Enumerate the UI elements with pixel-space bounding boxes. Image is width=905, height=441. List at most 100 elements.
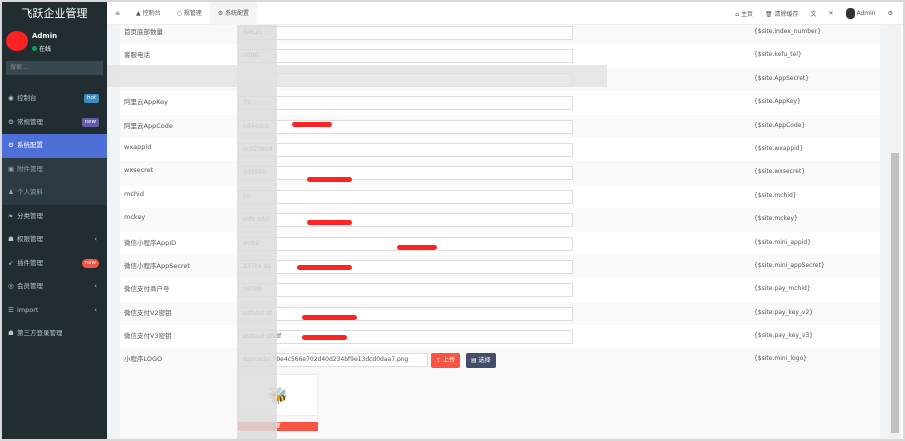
template-variable: {$site.pay_key_v2} [754,308,814,316]
template-variable: {$site.mckey} [754,215,798,223]
main-content: 首页底部数量 54620 {$site.index_number} 客服电话 0000 {… [107,25,889,439]
sidebar-item-4[interactable]: ♟ 个人资料 [2,181,107,205]
field-label: 微信支付V3密钥 [124,332,172,341]
template-variable: {$site.AppCode} [754,121,806,129]
template-variable: {$site.wxsecret} [754,168,806,176]
field-label: mchid [124,189,144,198]
chevron-left-icon: ‹ [94,235,97,243]
rocket-icon: ➶ [8,258,14,267]
menu-badge: hot [83,94,99,103]
field-label: 微信支付V2密钥 [124,308,172,317]
upload-button[interactable]: ⇪ 上传 [431,353,460,369]
field-label: 微信小程序AppSecret [124,261,190,270]
delete-image-button[interactable]: 🗑 [238,422,318,432]
tab-dashboard[interactable]: ▲ 控制台 [136,9,161,17]
user-panel: Admin 在线 [2,25,107,61]
field-input[interactable]: sdfs sdsf [238,213,573,228]
fullscreen-icon[interactable]: ✕ [828,9,834,17]
field-label: wxappid [124,142,152,151]
menu-toggle-button[interactable]: ≡ [115,9,121,17]
field-input[interactable]: 237c4 da [238,259,573,274]
sidebar-item-0[interactable]: ◉ 控制台 hot [2,87,107,111]
field-label: mckey [124,213,146,222]
sidebar-item-label: 附件管理 [17,164,43,173]
app-title: 飞跃企业管理 [2,2,107,25]
translate-icon[interactable]: 文 [810,10,817,18]
field-input[interactable]: bd44dcb [238,119,573,134]
config-row: mchid 10 {$site.mchid} [120,185,880,208]
user-circle-icon: ◎ [8,282,14,290]
avatar [6,31,28,51]
menu-badge: new [81,117,99,127]
user-status: 在线 [32,44,51,53]
sidebar-item-7[interactable]: ➶ 插件管理 new [2,252,107,276]
config-row: 微信支付V3密钥 asdasd dfsdf {$site.pay_key_v3} [120,325,880,348]
config-form: 首页底部数量 54620 {$site.index_number} 客服电话 0000 {… [120,25,880,439]
field-input[interactable]: sdfsdsf sf [238,306,573,321]
config-row-logo: 小程序LOGO /uploads/ 70e4c566e702d40d234bf9… [120,348,880,439]
config-row: 微信小程序AppIDwxb2{$site.mini_appid} [120,232,880,255]
clear-cache-button[interactable]: 🗑 清除缓存 [764,10,799,18]
sidebar-item-label: 会员管理 [17,282,43,290]
sidebar-item-10[interactable]: ☗ 第三方登录管理 [2,322,107,346]
config-row: wxappid cc0238b9 {$site.wxappid} [120,138,880,161]
list-icon: ☰ [8,305,14,314]
config-row: 阿里云AppCode bd44dcb {$site.AppCode} [120,114,880,138]
field-input[interactable]: 0000 [238,49,573,64]
gear-icon: ⚙ [8,141,14,149]
sidebar-item-6[interactable]: ☗ 权限管理 ‹ [2,228,107,252]
sidebar-item-5[interactable]: ❧ 分类管理 [2,205,107,229]
field-input[interactable]: 9d9940 [238,166,573,181]
tab-system-config[interactable]: ⚙ 系统配置 [209,1,258,25]
field-input[interactable]: asdasd dfsdf [238,330,573,345]
template-variable: {$site.pay_mchid} [754,285,811,293]
template-variable: {$site.mini_appid} [754,238,811,246]
field-input[interactable]: 10 [238,189,573,204]
config-row: 阿里云AppKey 79 {$site.AppKey} [120,91,880,114]
home-link[interactable]: ⌂ 主页 [735,10,753,18]
field-label: 阿里云AppKey [124,98,168,107]
sidebar-item-label: 控制台 [17,94,37,102]
sidebar-item-label: 个人资料 [17,188,43,196]
config-row: 首页底部数量 54620 {$site.index_number} [120,25,880,45]
tab-general[interactable]: ○ 规管理 [176,9,202,17]
menu-badge: new [81,258,99,268]
config-row: 微信支付商户号 16309 {$site.pay_mchid} [120,278,880,301]
sidebar-item-label: 第三方登录管理 [17,329,63,337]
user-name: Admin [32,32,58,40]
scrollbar-thumb[interactable] [891,153,899,433]
dashboard-icon: ◉ [8,94,14,102]
leaf-icon: ❧ [8,211,14,220]
field-input[interactable]: 54620 [238,26,573,40]
sidebar-item-9[interactable]: ☰ import ‹ [2,299,107,323]
settings-icon[interactable]: ⚙ [887,9,893,17]
sidebar-item-2[interactable]: ⚙ 系统配置 [2,134,107,158]
sidebar-item-8[interactable]: ◎ 会员管理 ‹ [2,275,107,299]
topbar: ≡ ▲ 控制台 ○ 规管理 ⚙ 系统配置 ⌂ 主页 🗑 清除缓存 文 ✕ Adm… [107,1,903,25]
choose-button[interactable]: ▤ 选择 [466,353,496,369]
scrollbar[interactable] [889,25,901,439]
template-variable: {$site.mini_logo} [754,355,807,363]
sidebar-search-input[interactable]: 搜索... [6,61,103,75]
field-label: 客服电话 [124,51,150,60]
group-icon: ☗ [8,329,14,337]
sidebar-item-3[interactable]: ▣ 附件管理 [2,157,107,181]
config-row: 微信支付V2密钥 sdfsdsf sf {$site.pay_key_v2} [120,301,880,326]
field-input[interactable]: cc0238b9 [238,142,573,157]
user-icon: ♟ [8,188,14,196]
avatar [845,7,855,19]
field-label: 阿里云AppCode [124,121,173,130]
field-input[interactable]: 79 [238,96,573,111]
field-input[interactable]: 16309 [238,283,573,298]
admin-menu[interactable]: Admin [845,7,876,19]
chevron-left-icon: ‹ [94,305,97,314]
sidebar-item-label: import [17,305,39,314]
template-variable: {$site.index_number} [754,28,822,35]
sidebar-item-1[interactable]: ⚙ 常规管理 new [2,111,107,135]
sidebar-item-label: 插件管理 [17,258,43,267]
template-variable: {$site.wxappid} [754,144,804,152]
template-variable: {$site.AppKey} [754,98,801,106]
config-row: mckey sdfs sdsf {$site.mckey} [120,208,880,232]
config-row: 微信小程序AppSecret 237c4 da {$site.mini_appSec… [120,254,880,279]
sidebar-item-label: 分类管理 [17,211,43,220]
